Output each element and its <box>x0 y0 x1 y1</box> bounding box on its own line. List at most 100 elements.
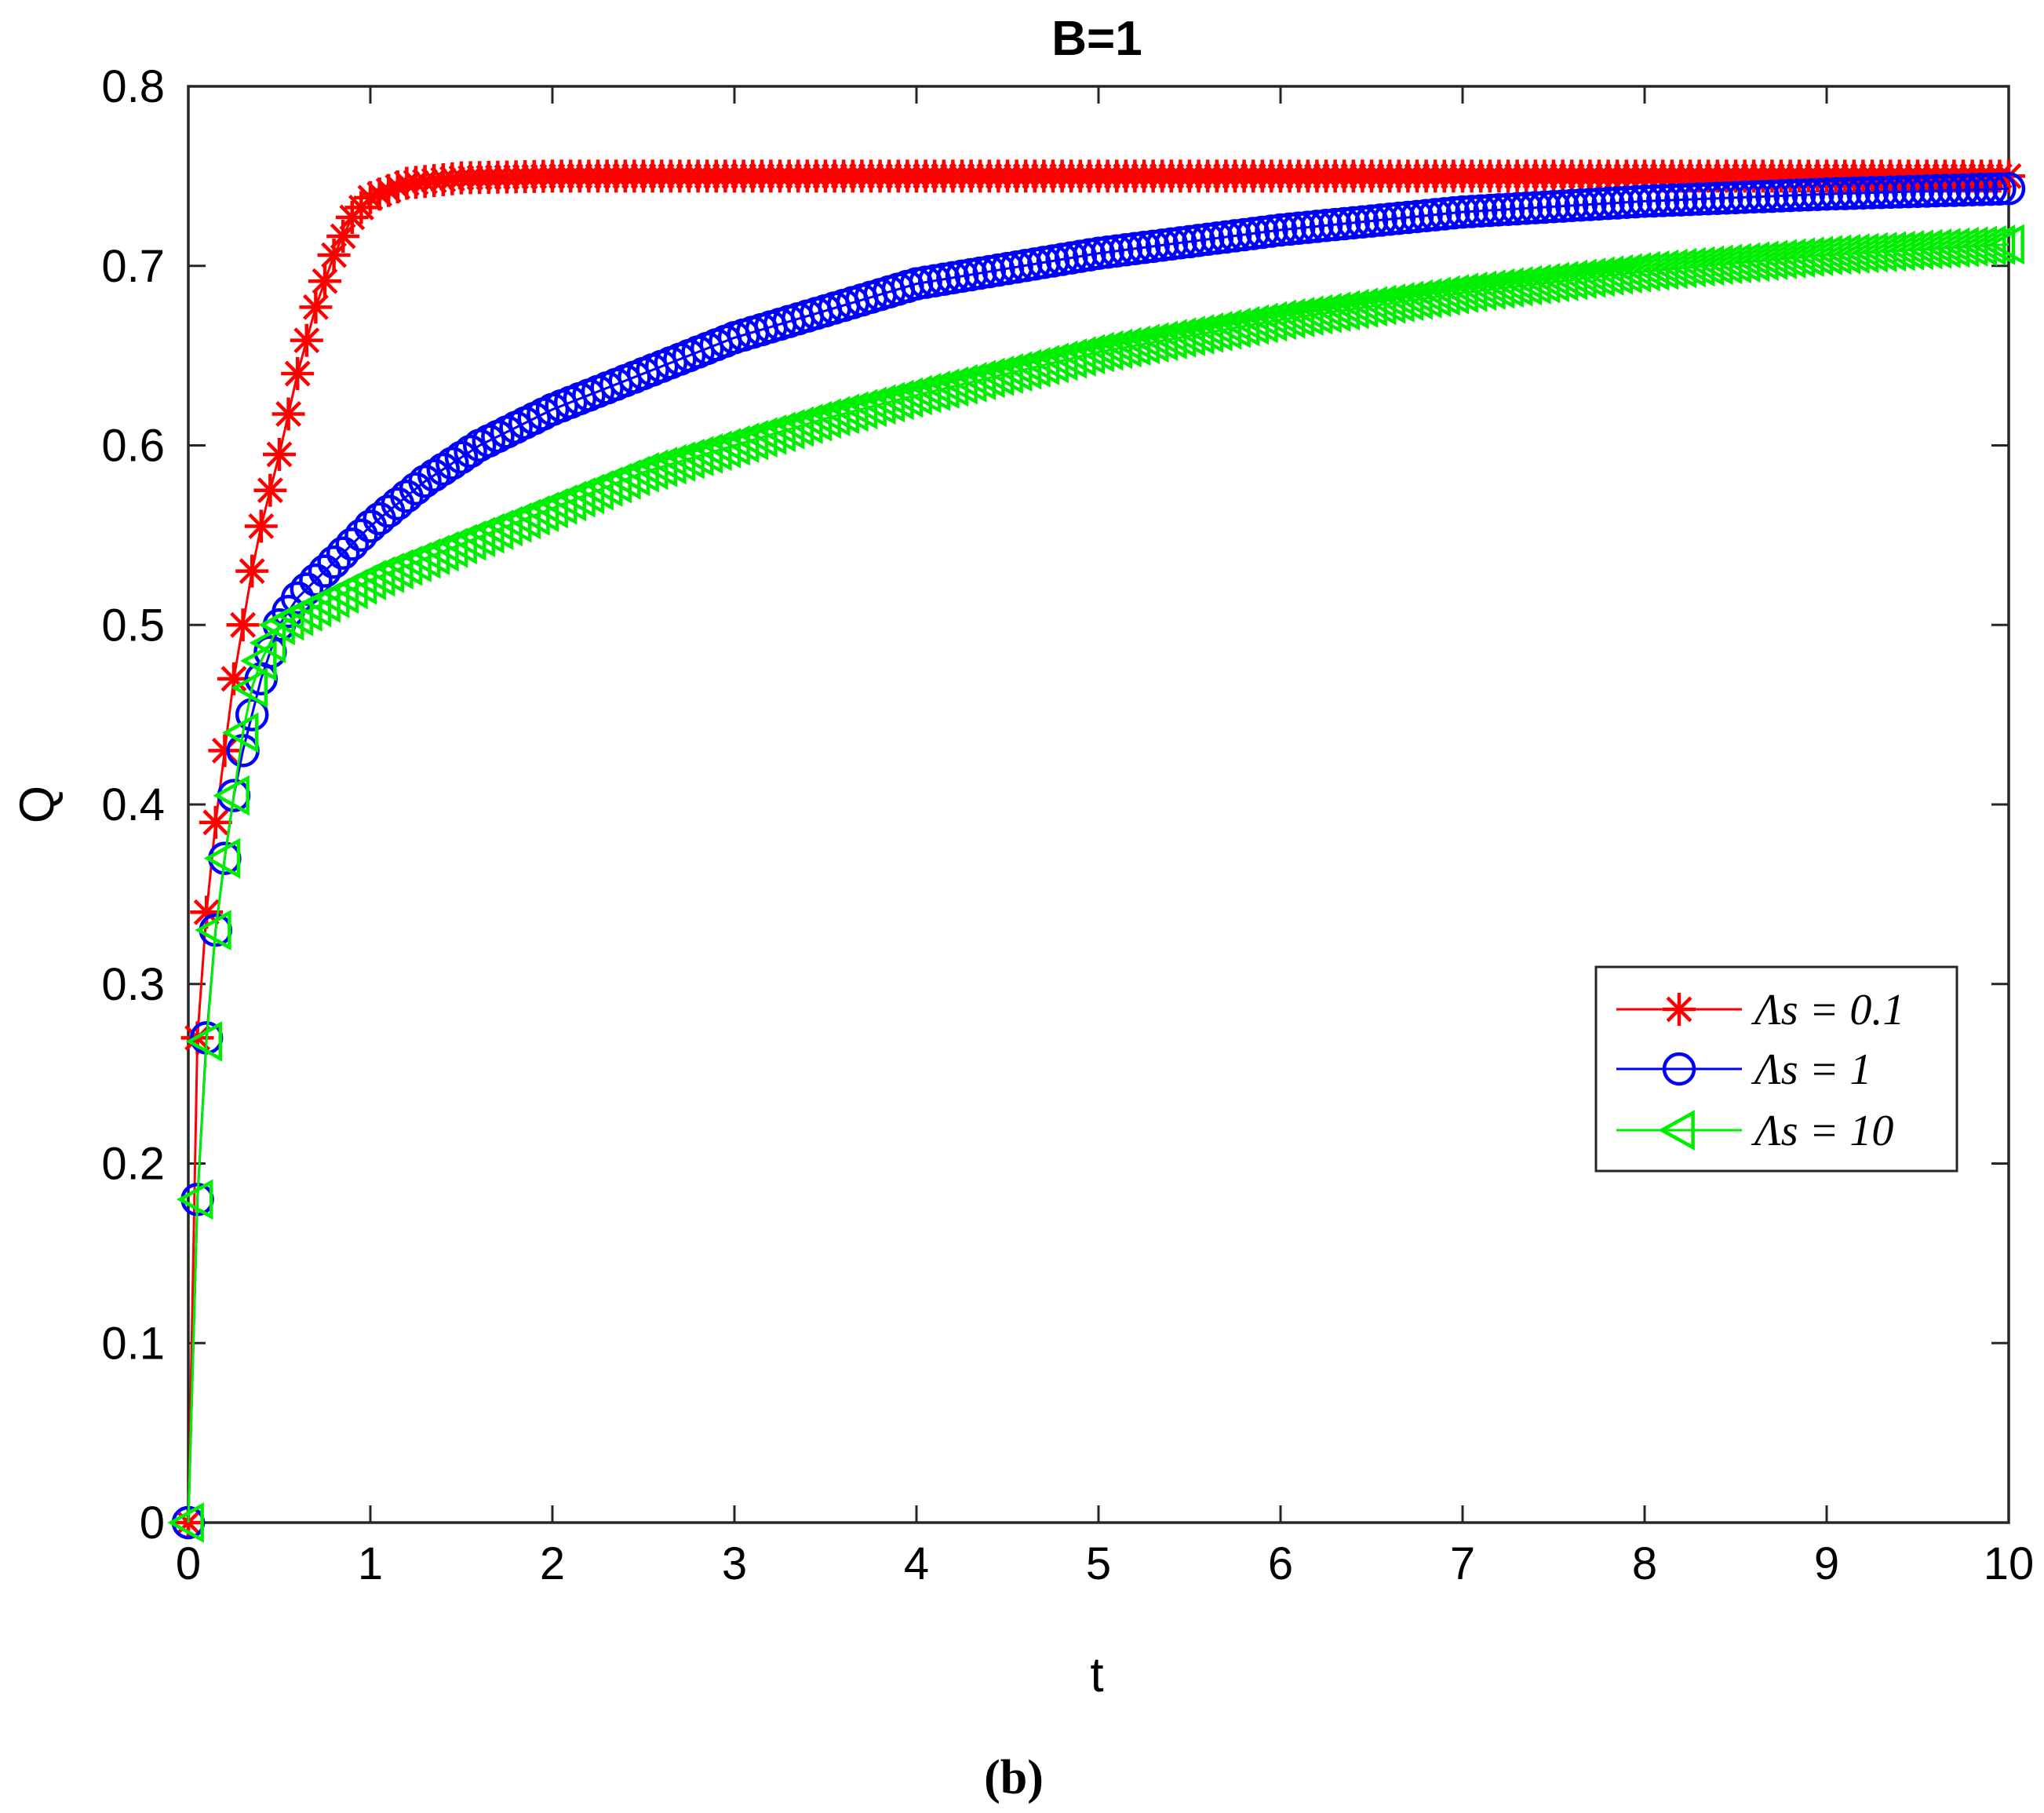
circle-outline <box>1728 181 1762 214</box>
triangle-outline <box>868 381 905 423</box>
data-point <box>1222 305 1260 347</box>
legend-item-1: Λs = 1 <box>1616 1045 1871 1094</box>
data-point <box>1700 181 1735 215</box>
circle-outline <box>1609 185 1644 220</box>
circle-outline <box>1764 179 1798 213</box>
circle-outline <box>1564 188 1598 222</box>
triangle-outline <box>1131 322 1169 363</box>
circle-outline <box>1409 199 1443 232</box>
circle-outline <box>1573 188 1607 221</box>
data-point <box>1988 224 2024 265</box>
legend-marker <box>1662 1052 1696 1086</box>
data-point <box>1582 187 1616 221</box>
data-point <box>1564 188 1598 222</box>
circle-outline <box>1418 198 1452 232</box>
data-point <box>1955 173 1989 207</box>
asterisk-stroke <box>312 268 338 294</box>
triangle-outline <box>1095 328 1133 370</box>
data-point <box>1113 325 1151 367</box>
data-point <box>435 447 469 480</box>
y-tick-label: 0.1 <box>101 1318 165 1369</box>
triangle-outline <box>1077 331 1114 373</box>
circle-outline <box>1445 195 1480 229</box>
data-point <box>1809 177 1844 211</box>
data-point <box>968 357 1005 399</box>
data-point <box>1791 177 1826 212</box>
y-tick-label: 0 <box>140 1497 165 1549</box>
data-point <box>1473 193 1507 228</box>
circle-outline <box>1536 190 1571 224</box>
data-point <box>1627 184 1662 218</box>
x-tick-label: 2 <box>540 1538 565 1589</box>
circle-outline <box>1509 192 1543 225</box>
axis-ticks: 0 1 2 3 4 5 6 7 8 9 10 0 0.1 0.2 0.3 0.4 0.5 0.6 0.7 0.8 <box>101 61 2034 1589</box>
data-point <box>235 698 269 731</box>
circle-outline <box>1882 175 1917 209</box>
triangle-outline <box>1988 224 2024 265</box>
triangle-outline <box>895 374 932 416</box>
x-tick-label: 1 <box>358 1538 383 1589</box>
triangle-outline <box>213 775 250 816</box>
y-tick-label: 0.2 <box>101 1139 165 1190</box>
circle-outline <box>1546 189 1579 223</box>
data-point <box>1131 322 1169 363</box>
data-point <box>444 440 479 474</box>
asterisk-stroke <box>248 513 275 539</box>
data-point <box>804 398 841 440</box>
data-point <box>1736 180 1771 214</box>
data-point <box>1910 174 1944 208</box>
circle-outline <box>1736 180 1771 214</box>
series-layer <box>167 159 2026 1543</box>
circle-outline <box>1837 176 1871 210</box>
data-point <box>281 357 315 390</box>
x-axis-label: t <box>1090 1648 1103 1702</box>
data-point <box>1619 184 1652 219</box>
circle-outline <box>1482 193 1516 227</box>
data-point <box>1014 346 1051 388</box>
triangle-outline <box>1050 337 1088 379</box>
y-tick-label: 0.7 <box>101 241 165 292</box>
data-point <box>1309 209 1343 243</box>
data-point <box>1372 202 1407 236</box>
data-point <box>231 667 268 709</box>
figure-caption: (b) <box>984 1751 1044 1804</box>
data-point <box>832 391 869 432</box>
data-point <box>226 608 260 642</box>
triangle-outline <box>1086 330 1124 371</box>
data-point <box>1728 181 1762 214</box>
triangle-outline <box>949 362 987 403</box>
circle-outline <box>1309 209 1343 243</box>
circle-outline <box>1873 175 1907 210</box>
triangle-outline <box>176 1179 213 1220</box>
legend-item-2: Λs = 10 <box>1616 1107 1893 1155</box>
data-point <box>1077 331 1114 373</box>
data-point <box>1591 186 1625 221</box>
x-tick-label: 0 <box>176 1538 201 1589</box>
circle-outline <box>326 536 360 570</box>
data-point <box>1291 210 1325 244</box>
data-point <box>1718 181 1753 215</box>
triangle-outline <box>959 359 996 401</box>
data-point <box>1900 174 1935 209</box>
series-2 <box>167 224 2024 1543</box>
circle-outline <box>1336 206 1371 240</box>
data-point <box>1354 204 1389 238</box>
triangle-outline <box>1004 348 1042 390</box>
data-point <box>1250 301 1288 342</box>
circle-outline <box>1791 177 1826 212</box>
triangle-outline <box>1241 302 1278 344</box>
data-point <box>1150 319 1187 359</box>
data-point <box>1491 192 1525 226</box>
series-0 <box>172 159 2025 1539</box>
data-point <box>344 518 378 553</box>
asterisk-stroke <box>302 294 329 320</box>
data-point <box>1364 203 1397 237</box>
data-point <box>1983 172 2017 206</box>
data-point <box>213 775 250 816</box>
y-tick-label: 0.3 <box>101 959 165 1010</box>
data-point <box>1509 192 1543 225</box>
circle-outline <box>317 545 351 579</box>
circle-outline <box>1318 207 1352 242</box>
data-point <box>1755 179 1789 213</box>
